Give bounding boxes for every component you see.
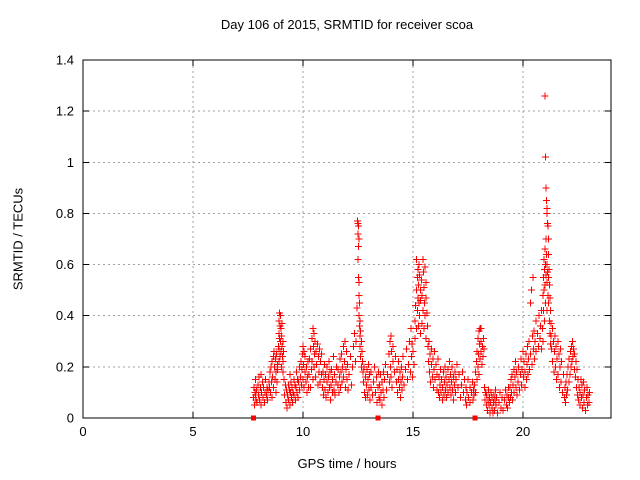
svg-text:1: 1: [67, 155, 74, 170]
svg-text:1.2: 1.2: [56, 104, 74, 119]
zero-square-markers: [251, 415, 478, 421]
gridlines: [83, 60, 611, 418]
x-tick-labels: 0 5 10 15 20: [79, 424, 530, 439]
plot-border: [82, 59, 612, 419]
svg-text:0: 0: [67, 411, 74, 426]
svg-text:0: 0: [79, 424, 86, 439]
svg-text:20: 20: [516, 424, 530, 439]
y-tick-labels: 0 0.2 0.4 0.6 0.8 1 1.2 1.4: [56, 53, 74, 426]
svg-text:10: 10: [296, 424, 310, 439]
chart-title: Day 106 of 2015, SRMTID for receiver sco…: [220, 17, 474, 32]
svg-text:0.6: 0.6: [56, 257, 74, 272]
svg-text:15: 15: [406, 424, 420, 439]
scatter-points-SRMTID: [250, 92, 593, 417]
x-axis-label: GPS time / hours: [297, 456, 397, 471]
svg-text:0.4: 0.4: [56, 308, 74, 323]
tick-marks: [82, 59, 611, 419]
svg-text:1.4: 1.4: [56, 53, 74, 68]
svg-text:5: 5: [189, 424, 196, 439]
svg-text:0.2: 0.2: [56, 359, 74, 374]
svg-text:0.8: 0.8: [56, 206, 74, 221]
